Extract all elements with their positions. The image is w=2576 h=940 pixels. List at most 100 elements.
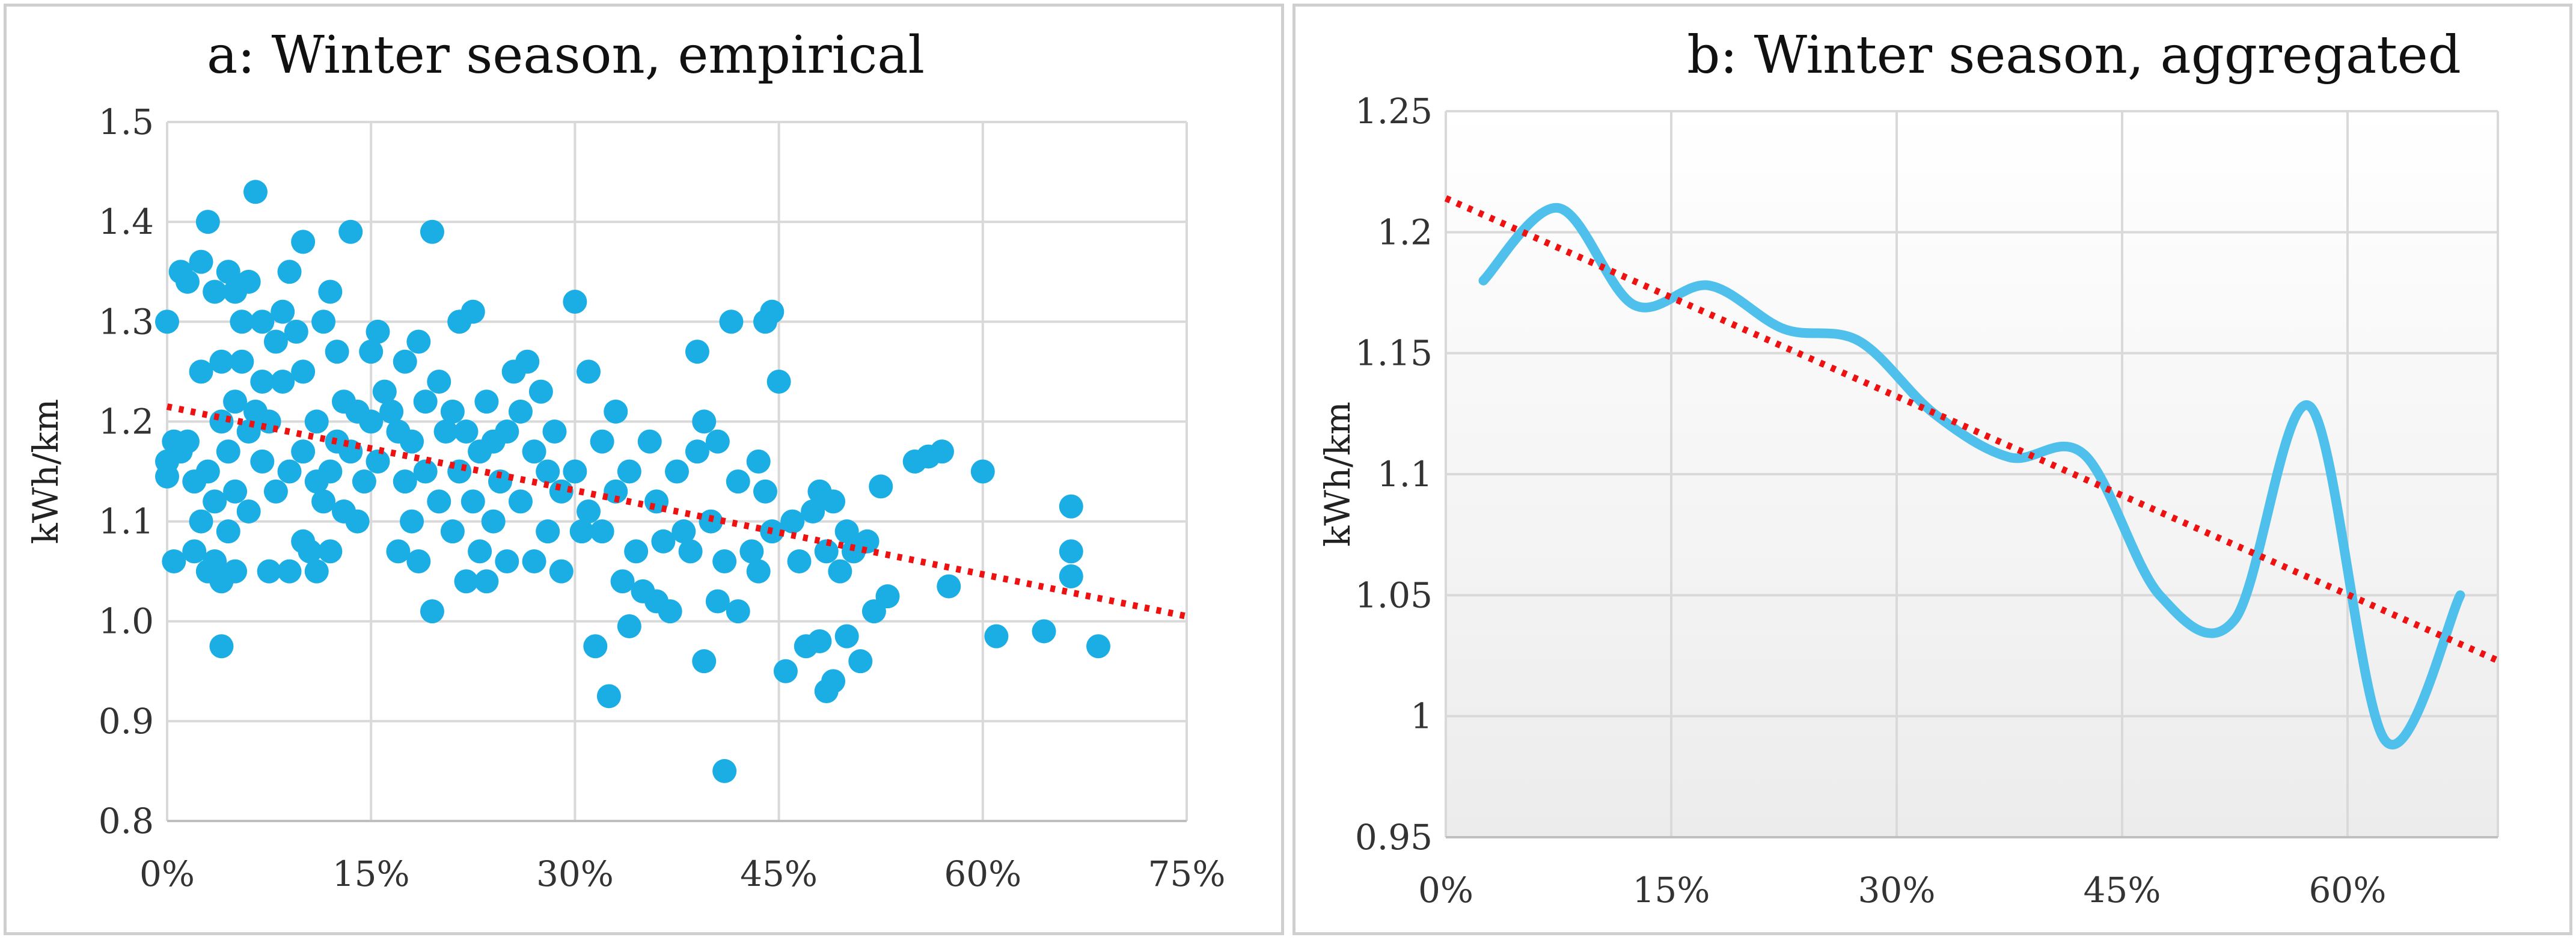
data-point (440, 399, 465, 424)
data-point (400, 509, 424, 534)
data-point (338, 219, 363, 244)
data-point (651, 529, 676, 554)
data-point (495, 549, 519, 574)
y-tick-label: 1.2 (99, 401, 154, 442)
data-point (596, 684, 621, 709)
data-point (230, 349, 254, 374)
data-point (719, 310, 744, 334)
data-point (726, 599, 750, 624)
series-line (1478, 203, 2465, 749)
data-point (753, 479, 777, 504)
data-point (250, 310, 275, 334)
data-point (195, 459, 220, 484)
data-point (929, 439, 954, 464)
data-point (318, 459, 343, 484)
data-point (271, 299, 295, 324)
data-point (821, 669, 846, 694)
data-point (807, 629, 832, 653)
data-point (250, 449, 275, 474)
data-point (726, 469, 750, 494)
y-tick-label: 1.2 (1377, 212, 1433, 252)
data-point (1059, 494, 1083, 519)
data-point (536, 459, 560, 484)
data-point (203, 489, 227, 514)
data-point (549, 479, 574, 504)
x-tick-label: 15% (1633, 870, 1710, 911)
data-point (277, 260, 302, 284)
data-point (590, 519, 614, 544)
data-point (474, 389, 499, 414)
data-point (189, 359, 213, 384)
y-tick-label: 1.4 (99, 201, 154, 242)
data-point (678, 539, 703, 564)
data-point (855, 529, 880, 554)
data-point (624, 539, 649, 564)
data-point (359, 340, 384, 364)
data-point (318, 279, 343, 304)
y-tick-label: 1 (1410, 696, 1433, 737)
x-tick-label: 0% (1418, 870, 1473, 911)
data-point (828, 559, 852, 584)
data-point (236, 269, 261, 294)
data-point (705, 429, 730, 454)
data-point (393, 469, 417, 494)
data-point (284, 319, 308, 344)
data-point (291, 439, 316, 464)
data-point (209, 634, 234, 659)
data-point (440, 519, 465, 544)
data-point (577, 499, 601, 523)
data-point (875, 584, 900, 609)
x-tick-label: 30% (536, 853, 614, 894)
data-point (291, 359, 316, 384)
data-point (162, 549, 186, 574)
data-point (970, 459, 995, 484)
data-point (352, 469, 376, 494)
data-point (236, 420, 261, 444)
data-point (155, 464, 179, 489)
chart-a: a: Winter season, empirical 0.8 0.9 1.0 1.1 1… (25, 25, 1226, 894)
data-point (984, 624, 1009, 649)
data-point (821, 489, 846, 514)
data-point (291, 230, 316, 254)
y-tick-label: 1.0 (99, 601, 154, 642)
data-point (257, 559, 281, 584)
data-point (223, 559, 248, 584)
data-point (318, 539, 343, 564)
data-point (304, 559, 329, 584)
data-point (692, 649, 717, 674)
data-point (433, 420, 458, 444)
data-point (685, 340, 709, 364)
data-point (481, 509, 506, 534)
data-point (250, 369, 275, 394)
data-point (834, 624, 859, 649)
data-point (780, 509, 805, 534)
data-point (563, 290, 587, 314)
data-point (617, 614, 641, 639)
data-point (311, 489, 336, 514)
y-tick-label: 1.5 (99, 102, 154, 142)
data-point (175, 429, 200, 454)
data-point (468, 539, 492, 564)
data-point (175, 269, 200, 294)
data-point (400, 429, 424, 454)
y-tick-label: 1.3 (99, 301, 154, 342)
data-point (604, 399, 628, 424)
data-point (413, 389, 438, 414)
chart-title: b: Winter season, aggregated (1687, 25, 2461, 85)
data-point (223, 389, 248, 414)
data-point (393, 349, 417, 374)
data-point (359, 409, 384, 434)
data-point (386, 539, 411, 564)
data-point (528, 379, 553, 404)
x-tick-label: 75% (1148, 853, 1226, 894)
data-point (515, 349, 540, 374)
data-point (848, 649, 873, 674)
x-tick-label: 15% (332, 853, 410, 894)
trendline (166, 403, 1188, 620)
y-tick-label: 1.25 (1355, 91, 1433, 132)
x-tick-label: 60% (944, 853, 1021, 894)
data-point (277, 459, 302, 484)
y-tick-label: 1.1 (1377, 454, 1433, 495)
data-point (508, 399, 533, 424)
data-point (1086, 634, 1111, 659)
